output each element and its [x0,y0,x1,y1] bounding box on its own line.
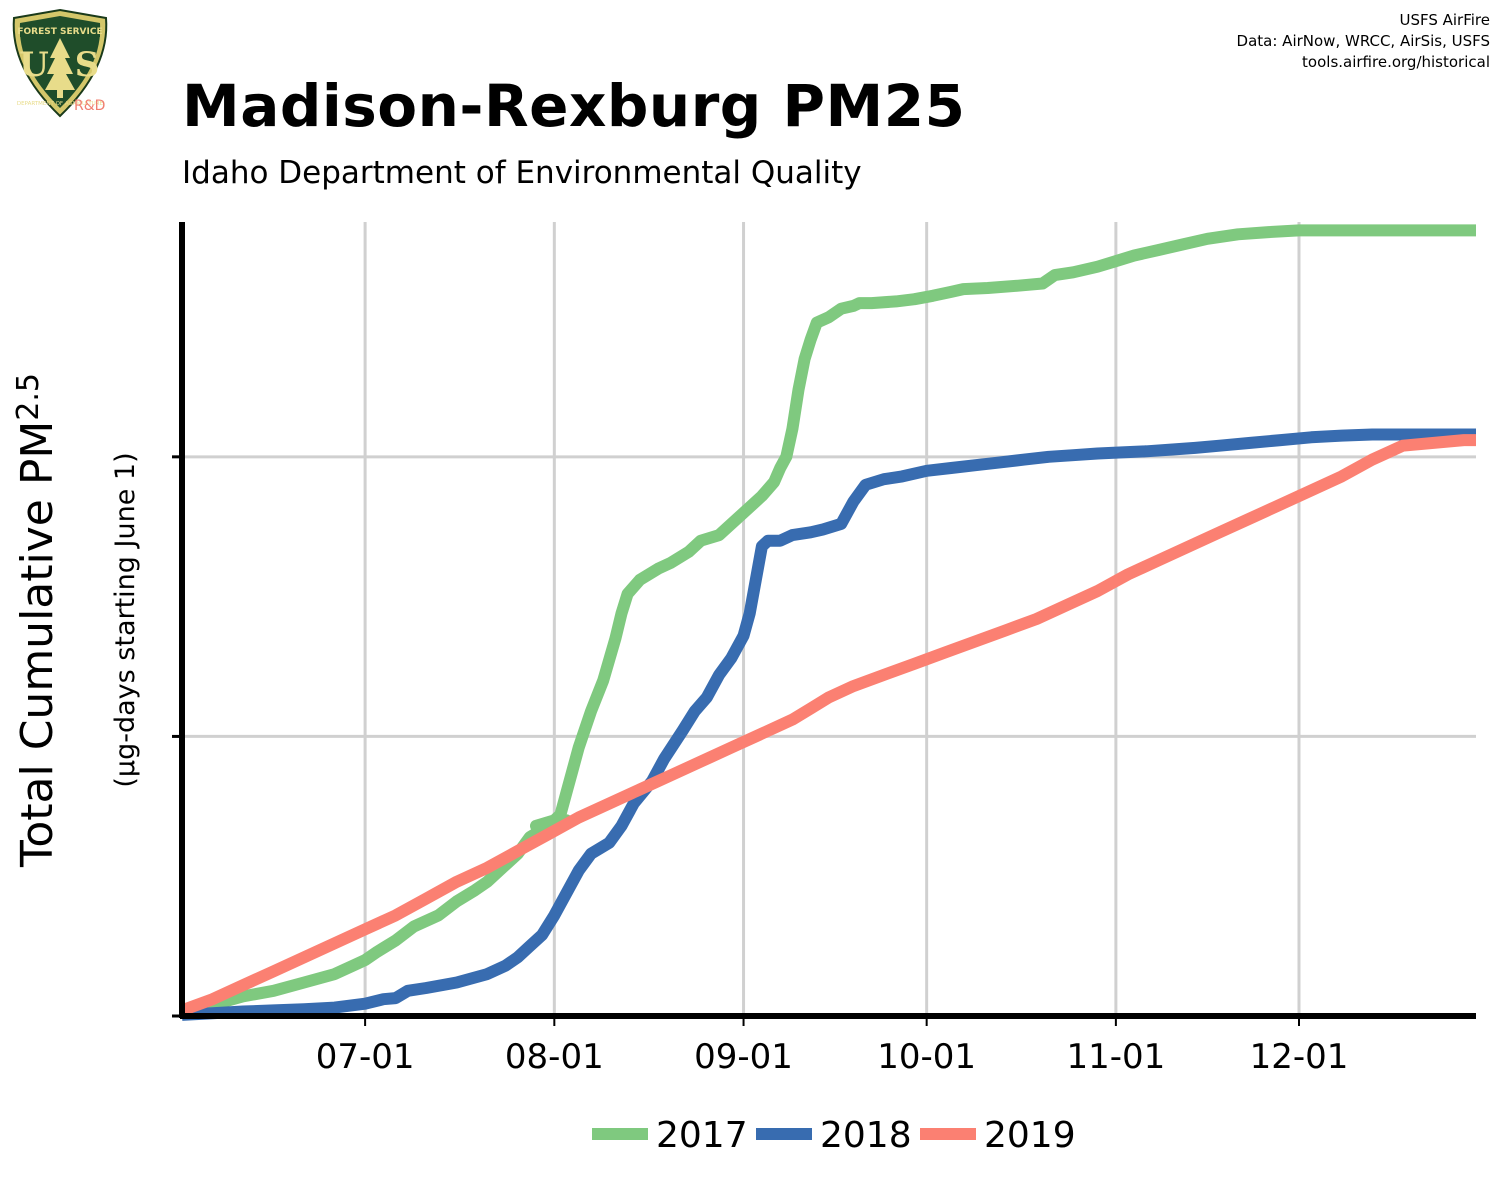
rd-tag: R&D [74,98,106,114]
x-tick-label: 08-01 [505,1037,604,1077]
forest-service-shield-logo: FOREST SERVICE U S DEPARTMENT OF AGRICUL… [12,8,108,118]
y-axis-title: Total Cumulative PM2.5 [11,373,63,868]
y-axis-title-subscript: 2.5 [11,373,46,421]
legend: 2017 2018 2019 [592,1115,1076,1156]
x-tick-label: 07-01 [316,1037,415,1077]
svg-text:DEPARTMENT OF AGRICULTURE: DEPARTMENT OF AGRICULTURE [17,101,104,107]
chart-title: Madison-Rexburg PM25 [182,72,966,140]
svg-text:S: S [75,45,100,85]
credit-line-2: Data: AirNow, WRCC, AirSis, USFS [1236,32,1490,50]
credit-line-3: tools.airfire.org/historical [1302,53,1490,71]
x-tick-label: 09-01 [694,1037,793,1077]
y-axis-units: (µg-days starting June 1) [110,452,141,787]
y-axis-labels: Total Cumulative PM2.5 (µg-days starting … [11,373,141,868]
chart-subtitle: Idaho Department of Environmental Qualit… [182,155,862,191]
series-line-2019 [179,434,1476,1017]
series-lines [179,224,1476,1021]
svg-text:U: U [19,45,49,85]
credit-line-1: USFS AirFire [1399,11,1490,29]
legend-label-2019: 2019 [984,1115,1076,1156]
y-axis-title-main: Total Cumulative PM [12,421,63,868]
credits-block: USFS AirFire Data: AirNow, WRCC, AirSis,… [1237,10,1490,73]
axes [172,222,1476,1026]
legend-label-2018: 2018 [820,1115,912,1156]
grid-lines [182,222,1476,1016]
x-tick-labels: 07-01 08-01 09-01 10-01 11-01 12-01 [316,1037,1349,1077]
svg-text:FOREST SERVICE: FOREST SERVICE [17,27,102,37]
x-tick-label: 12-01 [1250,1037,1349,1077]
series-line-2018 [181,428,1476,1021]
legend-label-2017: 2017 [656,1115,748,1156]
series-line-2017 [180,224,1476,1019]
x-tick-label: 10-01 [877,1037,976,1077]
x-tick-label: 11-01 [1066,1037,1165,1077]
y-axis-units-text: (µg-days starting June 1) [110,452,141,787]
y-axis-title-text: Total Cumulative PM2.5 [11,373,63,868]
